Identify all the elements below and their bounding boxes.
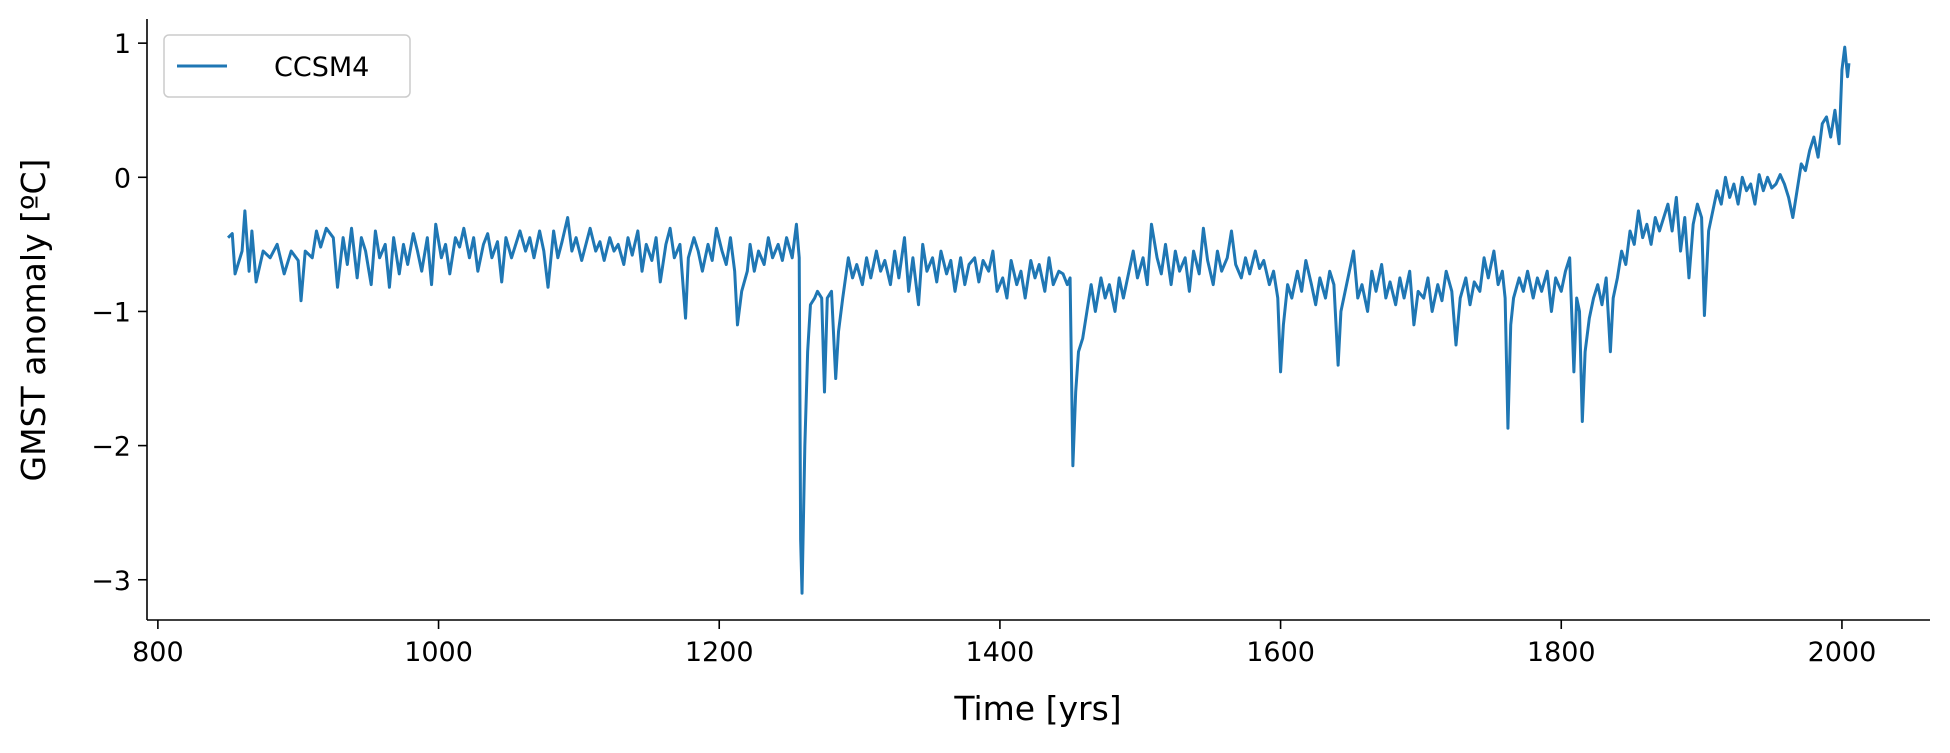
y-tick-label: −1 [91, 297, 131, 328]
y-tick-label: −2 [91, 432, 131, 463]
y-tick-label: 0 [114, 163, 131, 194]
x-tick-label: 1400 [966, 637, 1035, 668]
legend-box [163, 34, 411, 98]
y-tick-label: 1 [114, 29, 131, 60]
y-axis-label: GMST anomaly [ºC] [14, 159, 53, 482]
data-line [227, 45, 1851, 595]
x-tick-label: 1600 [1246, 637, 1315, 668]
legend-label: CCSM4 [274, 52, 369, 83]
x-tick-label: 1200 [685, 637, 754, 668]
x-tick-label: 800 [132, 637, 184, 668]
x-axis-label: Time [yrs] [953, 689, 1121, 728]
x-tick-label: 2000 [1808, 637, 1877, 668]
y-tick-label: −3 [91, 566, 131, 597]
x-tick-label: 1800 [1527, 637, 1596, 668]
x-tick-label: 1000 [404, 637, 473, 668]
